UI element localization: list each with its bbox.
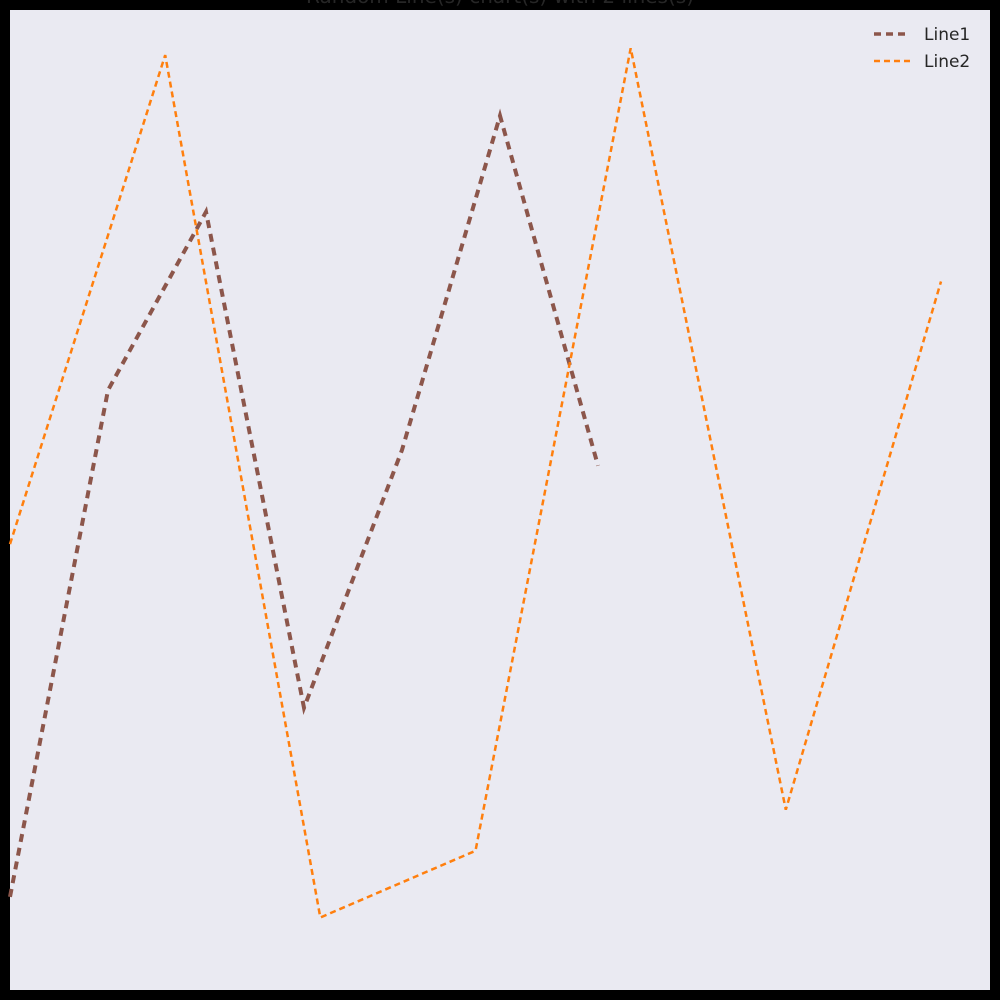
series-line-line1 xyxy=(8,108,600,898)
series-lines xyxy=(8,47,943,920)
legend: Line1 Line2 xyxy=(874,25,970,72)
plot-area xyxy=(10,10,990,990)
legend-line2-label: Line2 xyxy=(924,52,970,72)
chart-title: Random Line(s) chart(s) with 2 lines(s) xyxy=(306,0,694,8)
series-line-line2 xyxy=(8,47,943,920)
legend-line1-label: Line1 xyxy=(924,25,970,45)
